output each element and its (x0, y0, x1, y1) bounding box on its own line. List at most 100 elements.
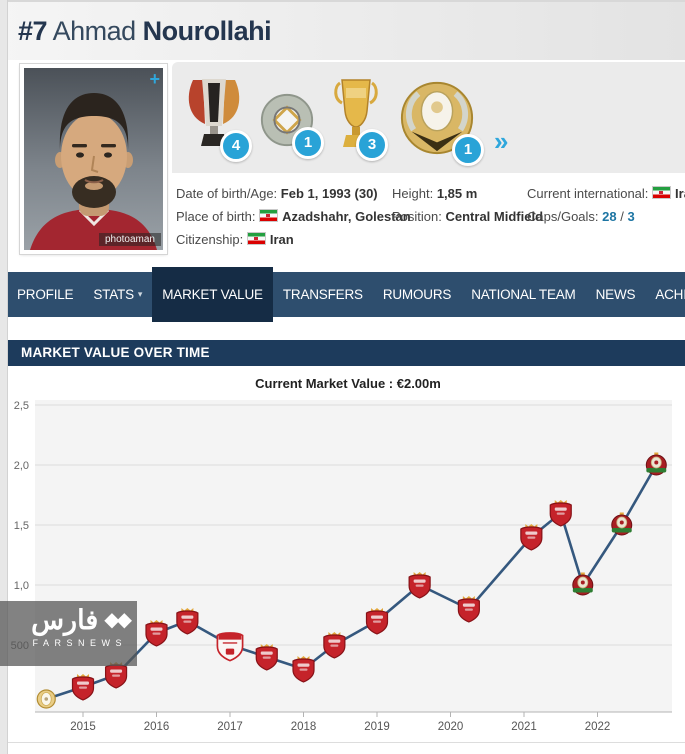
player-portrait-image (24, 68, 163, 250)
market-value-point-shabab-al-ahli[interactable] (645, 452, 667, 476)
market-value-point-tractor[interactable] (216, 632, 244, 662)
caps-goals-separator: / (616, 209, 628, 224)
shirt-number: #7 (18, 16, 48, 46)
player-first-name: Ahmad (52, 16, 137, 46)
trophy-pro-league[interactable]: 4 (184, 77, 252, 162)
current-market-value-label: Current Market Value : €2.00m (255, 376, 441, 391)
iran-flag-icon (259, 209, 279, 222)
detail-row: Position: Central Midfield (392, 205, 543, 228)
tab-profile[interactable]: PROFILE (17, 287, 74, 302)
detail-value: Iran (269, 232, 294, 247)
detail-value: Azadshahr, Golestan (282, 209, 411, 224)
tab-stats[interactable]: STATS ▾ (93, 287, 143, 302)
iran-flag-icon (652, 186, 672, 199)
detail-row: Date of birth/Age: Feb 1, 1993 (30) (176, 182, 411, 205)
market-value-point-persepolis[interactable] (292, 656, 315, 683)
market-value-point-persepolis[interactable] (408, 572, 431, 599)
player-last-name: Nourollahi (142, 16, 272, 46)
market-value-point-persepolis[interactable] (255, 644, 278, 671)
photo-credit: photoaman (98, 233, 161, 246)
y-tick-label: 1,0 (14, 580, 29, 592)
pro-league-trophy-icon (188, 79, 240, 146)
market-value-point-persepolis[interactable] (520, 524, 543, 551)
market-value-point-persepolis[interactable] (145, 620, 168, 647)
tab-achievements[interactable]: ACHIEVEMENTS (655, 287, 685, 302)
detail-label: Place of birth: (176, 209, 256, 224)
market-value-point-persepolis[interactable] (323, 632, 346, 659)
farsnews-wordmark: FARSNEWS (32, 638, 127, 648)
trophy-count-badge: 1 (292, 127, 324, 159)
market-value-point-persepolis[interactable] (176, 608, 199, 635)
uae-league-plaque-icon (400, 81, 474, 155)
trophy-uae-league[interactable]: 1 (398, 79, 484, 166)
farsnews-watermark: فارس ◆◆ FARSNEWS (0, 601, 137, 666)
detail-label: Height: (392, 186, 434, 201)
detail-value: Central Midfield (445, 209, 544, 224)
page-header: #7 Ahmad Nourollahi (0, 0, 685, 60)
detail-value: 1,85 m (436, 186, 478, 201)
market-value-point-shabab-al-ahli[interactable] (572, 572, 594, 596)
details-column-middle: Height: 1,85 m Position: Central Midfiel… (392, 182, 543, 228)
detail-row: Citizenship: Iran (176, 228, 411, 251)
more-achievements-link[interactable]: » (494, 125, 509, 156)
trophy-count-badge: 4 (220, 130, 252, 162)
caps-link[interactable]: 28 (602, 209, 617, 224)
detail-value: Feb 1, 1993 (30) (280, 186, 378, 201)
trophy-count-badge: 1 (452, 134, 484, 166)
plot-area (35, 400, 672, 712)
detail-label: Caps/Goals: (527, 209, 599, 224)
profile-tab-bar: PROFILE STATS ▾ MARKET VALUE TRANSFERS RU… (7, 267, 685, 322)
trophy-count-badge: 3 (356, 129, 388, 161)
page-left-gutter (0, 0, 8, 754)
player-info-section: 4 1 3 (0, 60, 685, 272)
x-tick-label: 2021 (511, 721, 537, 733)
details-column-right: Current international: Iran Caps/Goals: … (527, 182, 685, 228)
farsnews-logo: فارس ◆◆ (0, 601, 137, 635)
fars-arabic-logo-text: فارس (31, 605, 99, 635)
page-title: #7 Ahmad Nourollahi (18, 16, 272, 47)
x-tick-label: 2016 (144, 721, 170, 733)
tab-transfers[interactable]: TRANSFERS (282, 287, 363, 302)
y-tick-label: 2,5 (14, 400, 29, 412)
market-value-point-persepolis[interactable] (549, 500, 572, 527)
detail-value: Iran (675, 186, 685, 201)
detail-row: Place of birth: Azadshahr, Golestan (176, 205, 411, 228)
market-value-point-persepolis[interactable] (457, 596, 480, 623)
trophy-champion-medal[interactable]: 1 (258, 90, 324, 159)
y-tick-label: 1,5 (14, 520, 29, 532)
detail-label: Date of birth/Age: (176, 186, 278, 201)
detail-row: Height: 1,85 m (392, 182, 543, 205)
x-tick-label: 2020 (438, 721, 464, 733)
market-value-point-shabab-al-ahli[interactable] (611, 512, 633, 536)
detail-label: Current international: (527, 186, 649, 201)
x-tick-label: 2015 (70, 721, 96, 733)
page-bottom-divider (0, 742, 685, 743)
market-value-point-persepolis[interactable] (71, 674, 95, 701)
x-tick-label: 2022 (585, 721, 611, 733)
chevron-down-icon: ▾ (137, 289, 143, 299)
detail-row: Current international: Iran (527, 182, 685, 205)
iran-flag-icon (246, 232, 266, 245)
detail-label: Position: (392, 209, 442, 224)
x-tick-label: 2019 (364, 721, 390, 733)
tab-news[interactable]: NEWS (595, 287, 636, 302)
y-tick-label: 2,0 (14, 460, 29, 472)
photo-expand-icon[interactable]: + (149, 69, 160, 89)
detail-label: Citizenship: (176, 232, 244, 247)
goals-link[interactable]: 3 (627, 209, 635, 224)
player-photo[interactable]: + photoaman (19, 63, 168, 255)
x-tick-label: 2017 (217, 721, 243, 733)
tab-rumours[interactable]: RUMOURS (382, 287, 452, 302)
section-header: MARKET VALUE OVER TIME (7, 340, 685, 366)
market-value-point-persepolis[interactable] (365, 608, 389, 635)
details-column-left: Date of birth/Age: Feb 1, 1993 (30) Plac… (176, 182, 411, 251)
market-value-point-gold-crest[interactable] (36, 689, 56, 709)
tab-market-value[interactable]: MARKET VALUE (152, 267, 273, 322)
trophy-hazfi-cup[interactable]: 3 (332, 78, 388, 161)
x-tick-label: 2018 (291, 721, 317, 733)
tab-national-team[interactable]: NATIONAL TEAM (471, 287, 576, 302)
detail-row: Caps/Goals: 28 / 3 (527, 205, 685, 228)
trophy-panel: 4 1 3 (172, 62, 685, 173)
market-value-chart: 2,52,01,51,05002015201620172018201920202… (11, 400, 672, 733)
